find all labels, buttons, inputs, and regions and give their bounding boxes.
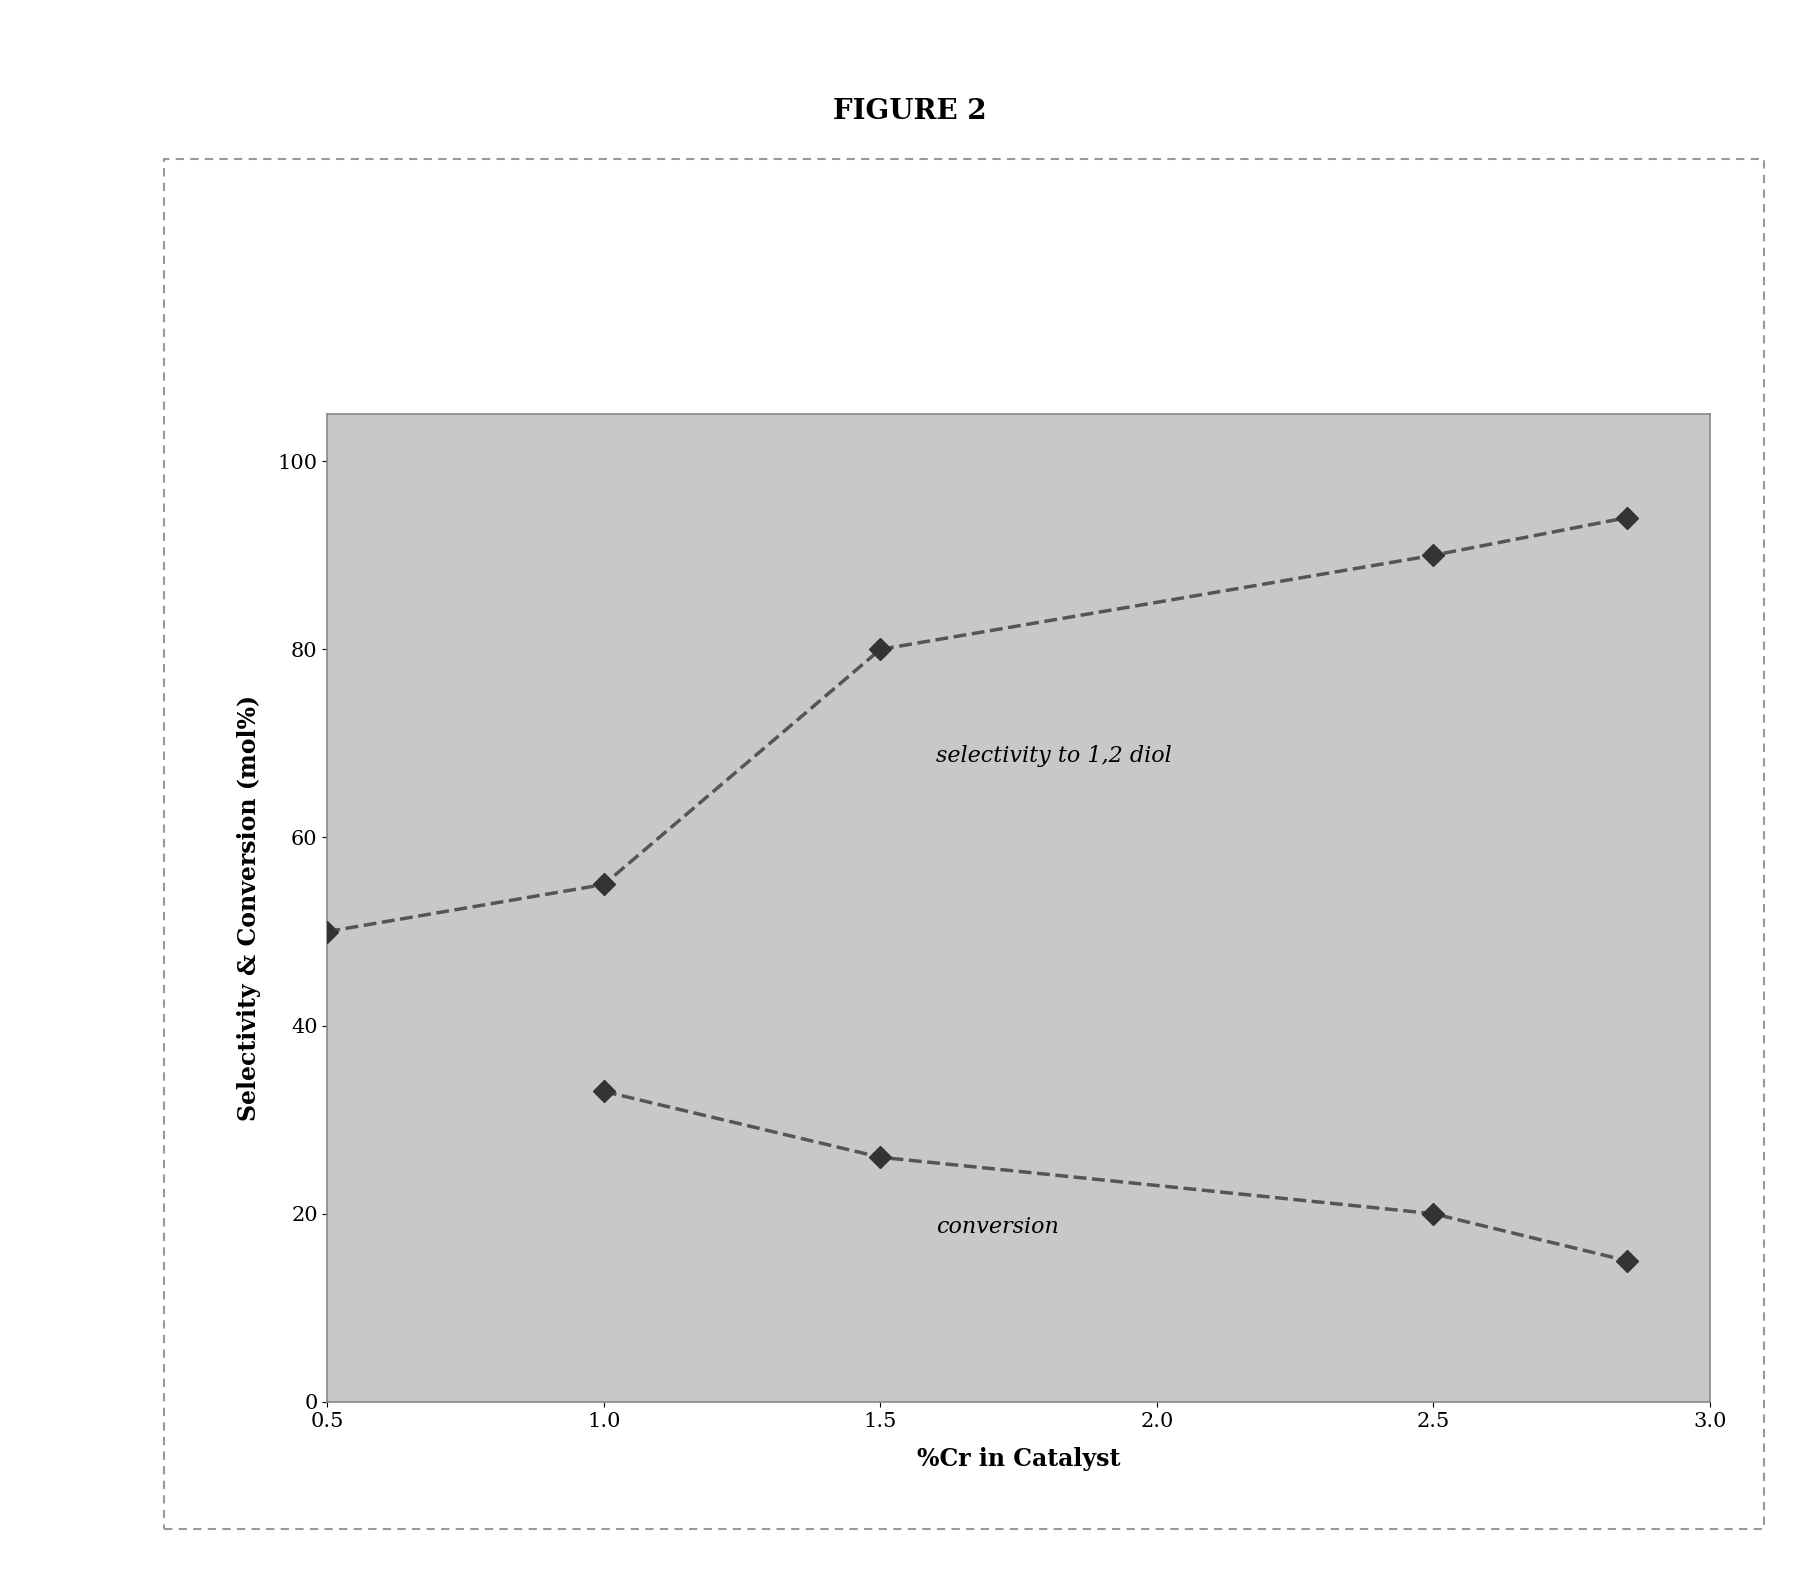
Text: FIGURE 2: FIGURE 2	[833, 99, 986, 124]
Text: conversion: conversion	[935, 1215, 1059, 1238]
X-axis label: %Cr in Catalyst: %Cr in Catalyst	[917, 1446, 1121, 1472]
Text: selectivity to 1,2 diol: selectivity to 1,2 diol	[935, 746, 1171, 768]
Y-axis label: Selectivity & Conversion (mol%): Selectivity & Conversion (mol%)	[236, 695, 260, 1121]
